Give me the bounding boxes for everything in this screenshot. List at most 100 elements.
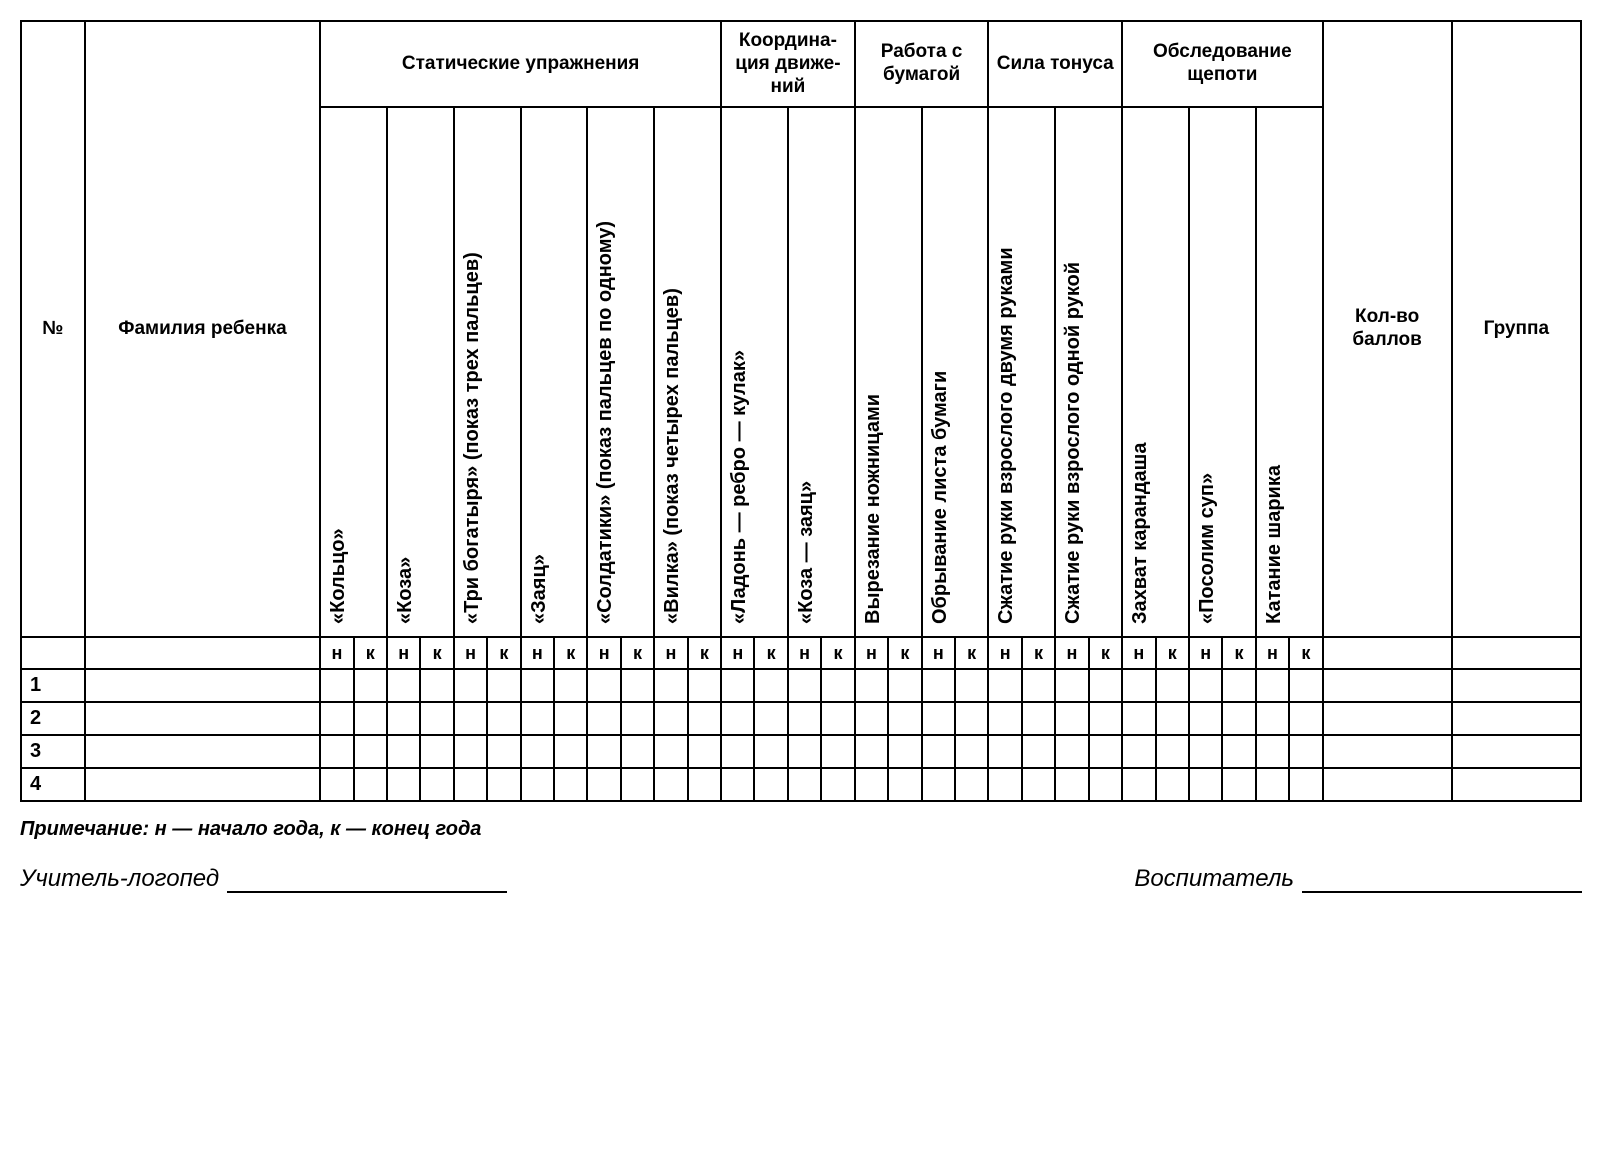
row-data-1-28[interactable] [1256,702,1289,735]
row-data-3-2[interactable] [387,768,420,801]
row-name-0[interactable] [85,669,320,702]
row-group-2[interactable] [1452,735,1581,768]
row-data-2-27[interactable] [1222,735,1255,768]
row-data-0-6[interactable] [521,669,554,702]
row-data-1-16[interactable] [855,702,888,735]
row-group-3[interactable] [1452,768,1581,801]
row-data-2-14[interactable] [788,735,821,768]
row-data-3-7[interactable] [554,768,587,801]
row-group-1[interactable] [1452,702,1581,735]
row-data-0-26[interactable] [1189,669,1222,702]
row-data-2-5[interactable] [487,735,520,768]
row-score-0[interactable] [1323,669,1452,702]
row-data-2-4[interactable] [454,735,487,768]
row-data-3-17[interactable] [888,768,921,801]
row-data-1-9[interactable] [621,702,654,735]
row-data-3-14[interactable] [788,768,821,801]
row-data-1-8[interactable] [587,702,620,735]
row-group-0[interactable] [1452,669,1581,702]
row-data-0-17[interactable] [888,669,921,702]
row-data-1-11[interactable] [688,702,721,735]
row-data-3-0[interactable] [320,768,353,801]
row-data-3-10[interactable] [654,768,687,801]
row-data-3-28[interactable] [1256,768,1289,801]
row-data-0-23[interactable] [1089,669,1122,702]
row-data-2-24[interactable] [1122,735,1155,768]
row-data-0-15[interactable] [821,669,854,702]
row-data-2-20[interactable] [988,735,1021,768]
row-data-3-8[interactable] [587,768,620,801]
row-data-2-12[interactable] [721,735,754,768]
row-data-1-12[interactable] [721,702,754,735]
row-data-2-28[interactable] [1256,735,1289,768]
row-data-3-16[interactable] [855,768,888,801]
row-data-0-24[interactable] [1122,669,1155,702]
row-data-2-1[interactable] [354,735,387,768]
row-data-3-6[interactable] [521,768,554,801]
row-data-2-22[interactable] [1055,735,1088,768]
row-data-1-22[interactable] [1055,702,1088,735]
row-data-1-4[interactable] [454,702,487,735]
row-data-2-23[interactable] [1089,735,1122,768]
row-data-1-2[interactable] [387,702,420,735]
row-data-3-20[interactable] [988,768,1021,801]
row-data-3-4[interactable] [454,768,487,801]
row-data-1-13[interactable] [754,702,787,735]
row-data-0-5[interactable] [487,669,520,702]
row-data-0-29[interactable] [1289,669,1322,702]
row-data-0-10[interactable] [654,669,687,702]
row-data-0-8[interactable] [587,669,620,702]
row-data-0-16[interactable] [855,669,888,702]
row-data-3-21[interactable] [1022,768,1055,801]
row-data-0-1[interactable] [354,669,387,702]
row-data-3-24[interactable] [1122,768,1155,801]
row-data-1-14[interactable] [788,702,821,735]
row-data-3-13[interactable] [754,768,787,801]
row-data-3-25[interactable] [1156,768,1189,801]
row-data-1-18[interactable] [922,702,955,735]
row-data-1-25[interactable] [1156,702,1189,735]
row-data-1-19[interactable] [955,702,988,735]
row-data-1-23[interactable] [1089,702,1122,735]
row-data-0-19[interactable] [955,669,988,702]
row-data-2-10[interactable] [654,735,687,768]
row-data-0-0[interactable] [320,669,353,702]
row-data-1-7[interactable] [554,702,587,735]
row-data-3-29[interactable] [1289,768,1322,801]
row-data-1-15[interactable] [821,702,854,735]
row-name-1[interactable] [85,702,320,735]
row-name-2[interactable] [85,735,320,768]
row-data-3-22[interactable] [1055,768,1088,801]
row-score-3[interactable] [1323,768,1452,801]
row-data-1-3[interactable] [420,702,453,735]
row-data-0-7[interactable] [554,669,587,702]
row-data-2-2[interactable] [387,735,420,768]
row-data-0-28[interactable] [1256,669,1289,702]
row-data-1-10[interactable] [654,702,687,735]
row-data-1-24[interactable] [1122,702,1155,735]
row-data-2-29[interactable] [1289,735,1322,768]
row-data-0-12[interactable] [721,669,754,702]
row-data-0-20[interactable] [988,669,1021,702]
row-data-2-13[interactable] [754,735,787,768]
row-data-0-2[interactable] [387,669,420,702]
row-data-1-21[interactable] [1022,702,1055,735]
row-data-3-26[interactable] [1189,768,1222,801]
row-data-3-9[interactable] [621,768,654,801]
row-data-3-15[interactable] [821,768,854,801]
row-data-2-18[interactable] [922,735,955,768]
row-data-0-14[interactable] [788,669,821,702]
row-data-2-16[interactable] [855,735,888,768]
row-data-1-26[interactable] [1189,702,1222,735]
row-data-2-0[interactable] [320,735,353,768]
row-data-3-12[interactable] [721,768,754,801]
row-score-1[interactable] [1323,702,1452,735]
row-data-2-19[interactable] [955,735,988,768]
row-data-0-4[interactable] [454,669,487,702]
row-data-3-27[interactable] [1222,768,1255,801]
row-data-0-3[interactable] [420,669,453,702]
row-data-0-11[interactable] [688,669,721,702]
row-data-2-15[interactable] [821,735,854,768]
row-data-3-1[interactable] [354,768,387,801]
row-data-2-7[interactable] [554,735,587,768]
